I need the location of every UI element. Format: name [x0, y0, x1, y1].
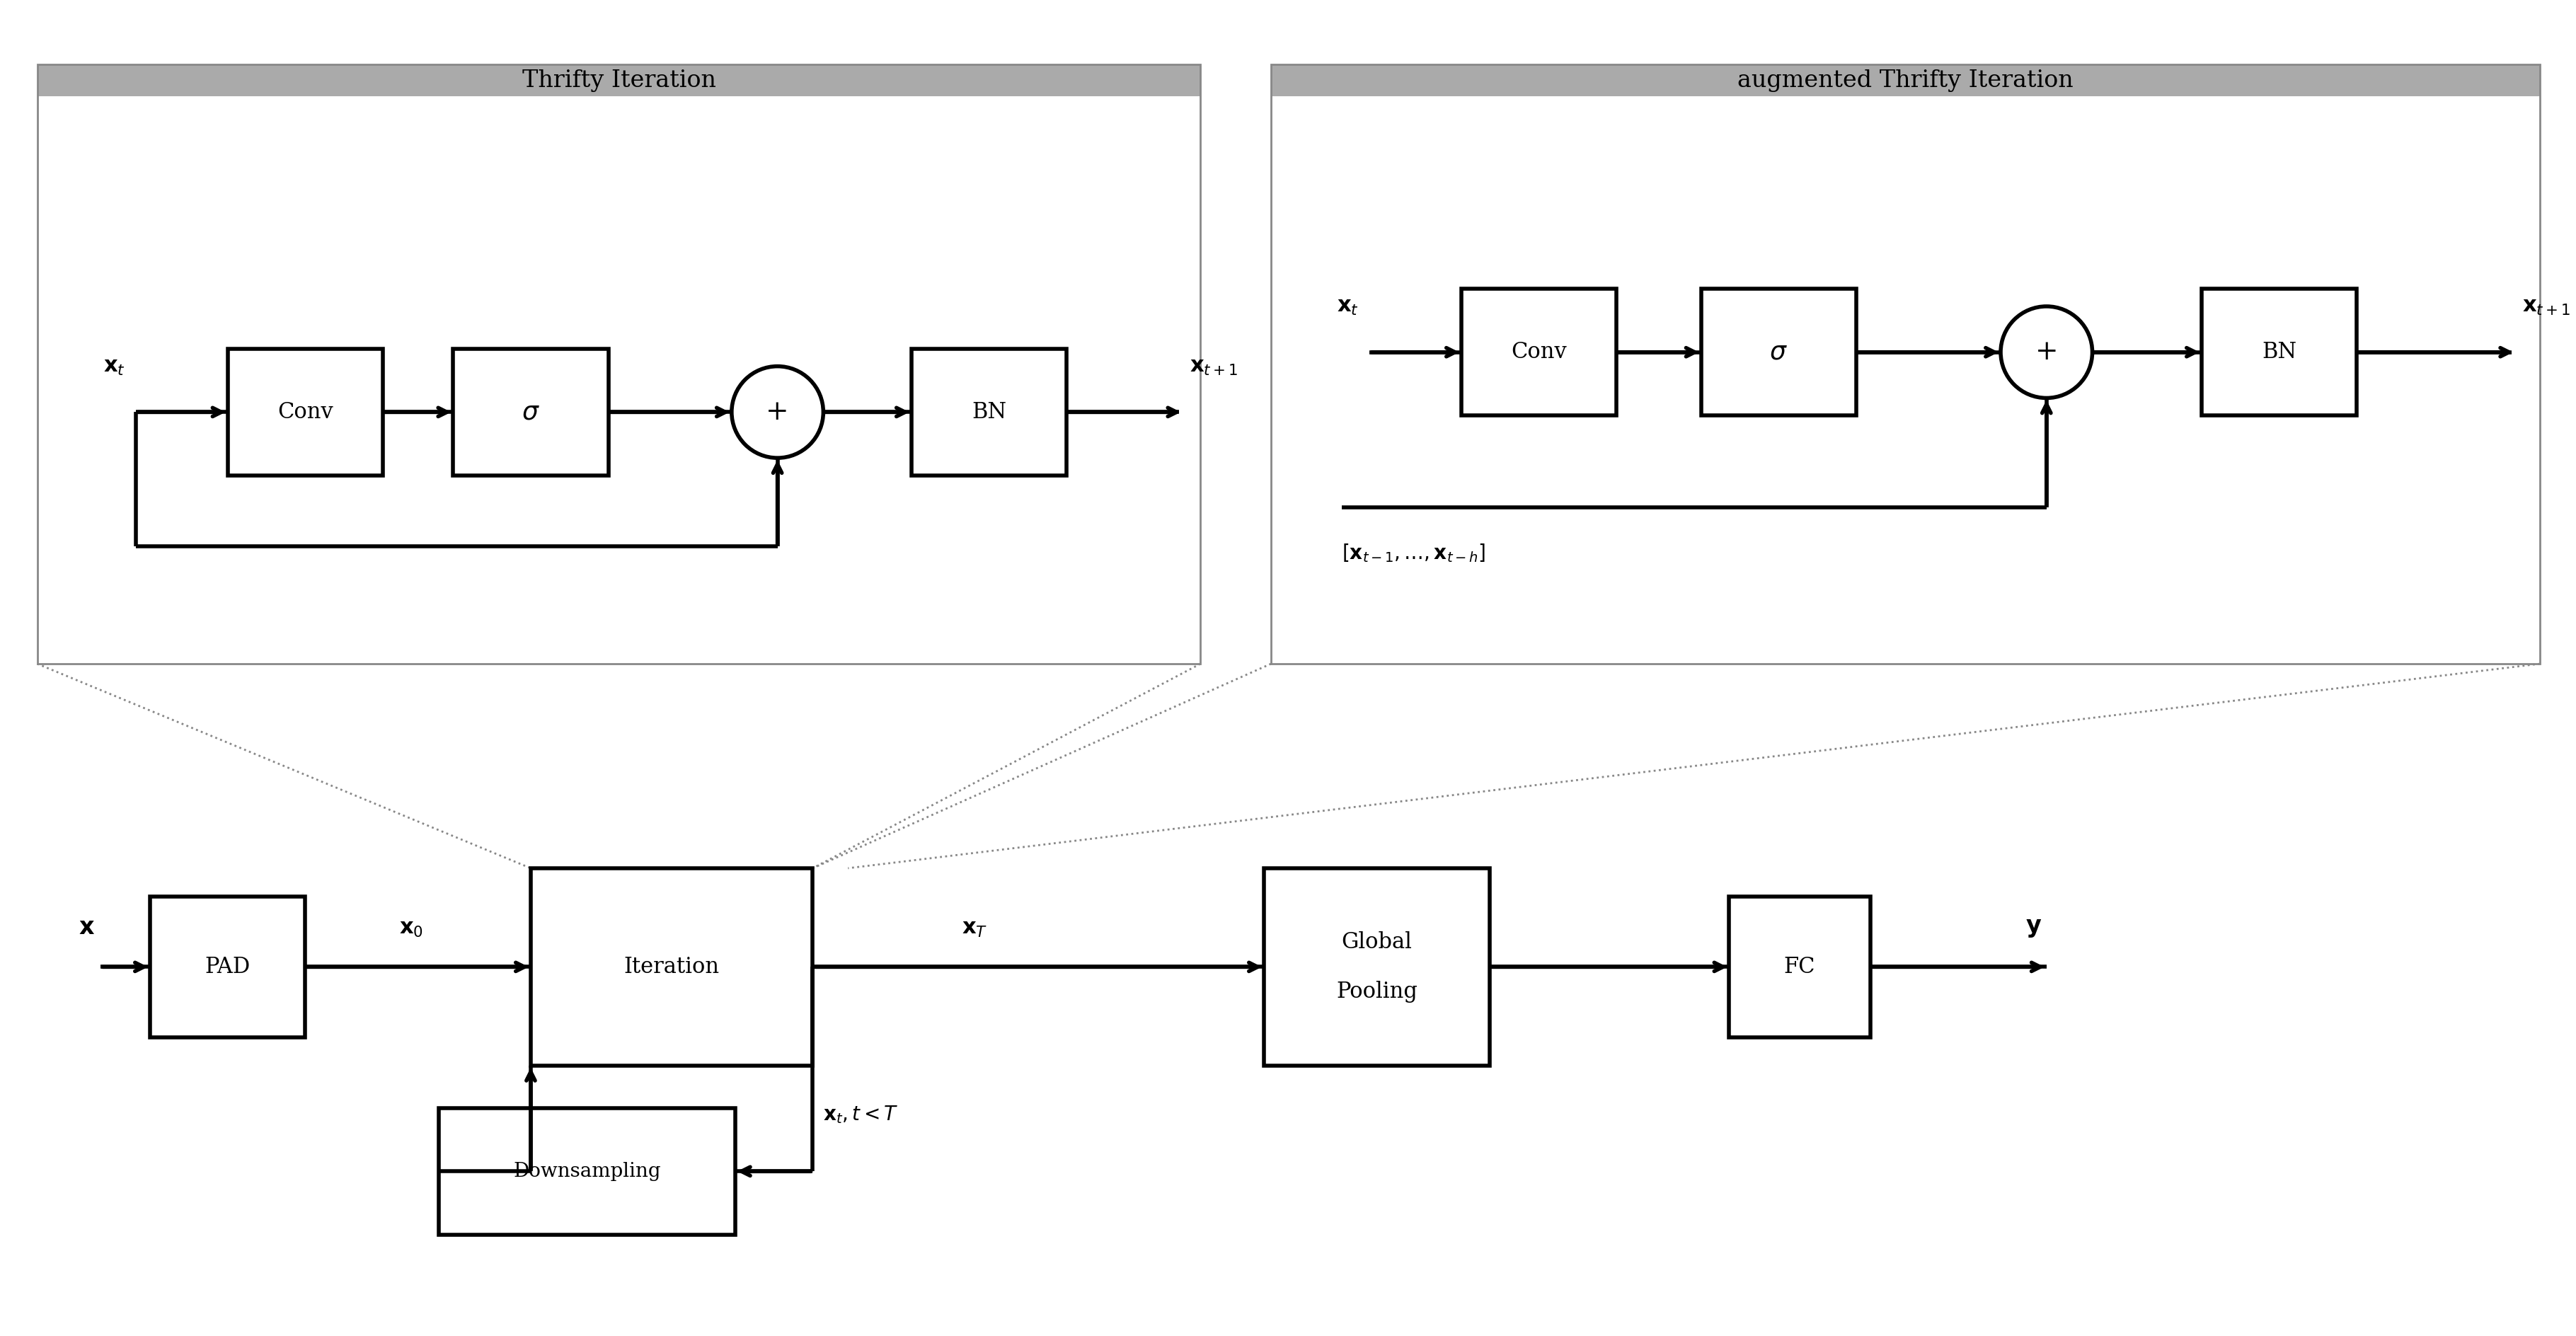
Text: $\sigma$: $\sigma$: [520, 399, 541, 424]
Bar: [36, 64, 1200, 96]
Bar: [1265, 868, 1489, 1066]
Bar: [149, 896, 304, 1037]
Bar: [453, 349, 608, 476]
Bar: [2200, 289, 2357, 415]
Text: $\sigma$: $\sigma$: [1770, 341, 1788, 365]
Text: Pooling: Pooling: [1337, 981, 1417, 1002]
Bar: [1728, 896, 1870, 1037]
Text: augmented Thrifty Iteration: augmented Thrifty Iteration: [1736, 69, 2074, 92]
Circle shape: [732, 366, 824, 458]
Bar: [1270, 64, 2540, 96]
Text: Downsampling: Downsampling: [513, 1162, 662, 1181]
Text: $\mathbf{x}_T$: $\mathbf{x}_T$: [961, 916, 987, 939]
Text: $\mathbf{y}$: $\mathbf{y}$: [2025, 915, 2040, 939]
Text: Global: Global: [1342, 931, 1412, 953]
Text: BN: BN: [971, 401, 1007, 424]
Text: +: +: [765, 399, 788, 425]
Text: BN: BN: [2262, 341, 2295, 363]
Text: $\mathbf{x}_0$: $\mathbf{x}_0$: [399, 916, 422, 939]
Circle shape: [1999, 306, 2092, 398]
Text: $\mathbf{x}_{t+1}$: $\mathbf{x}_{t+1}$: [1190, 355, 1239, 377]
Text: +: +: [2035, 339, 2058, 365]
Bar: [1461, 289, 1615, 415]
Text: Conv: Conv: [1510, 341, 1566, 363]
Text: $\mathbf{x}_t$: $\mathbf{x}_t$: [103, 355, 126, 377]
Bar: [912, 349, 1066, 476]
Text: Iteration: Iteration: [623, 957, 719, 978]
Bar: [36, 64, 1200, 664]
Bar: [227, 349, 384, 476]
Text: $\mathbf{x}_t, t < T$: $\mathbf{x}_t, t < T$: [824, 1105, 899, 1125]
Text: $[\mathbf{x}_{t-1},\ldots,\mathbf{x}_{t-h}]$: $[\mathbf{x}_{t-1},\ldots,\mathbf{x}_{t-…: [1342, 542, 1484, 564]
Text: $\mathbf{x}_{t+1}$: $\mathbf{x}_{t+1}$: [2522, 295, 2571, 317]
Text: Thrifty Iteration: Thrifty Iteration: [523, 69, 716, 92]
Bar: [531, 868, 811, 1066]
Bar: [1270, 64, 2540, 664]
Text: $\mathbf{x}_t$: $\mathbf{x}_t$: [1337, 295, 1358, 317]
Text: FC: FC: [1783, 957, 1816, 978]
Text: Conv: Conv: [278, 401, 332, 424]
Bar: [1700, 289, 1855, 415]
Text: $\mathbf{x}$: $\mathbf{x}$: [77, 915, 95, 939]
Bar: [438, 1108, 734, 1234]
Text: PAD: PAD: [204, 957, 250, 978]
